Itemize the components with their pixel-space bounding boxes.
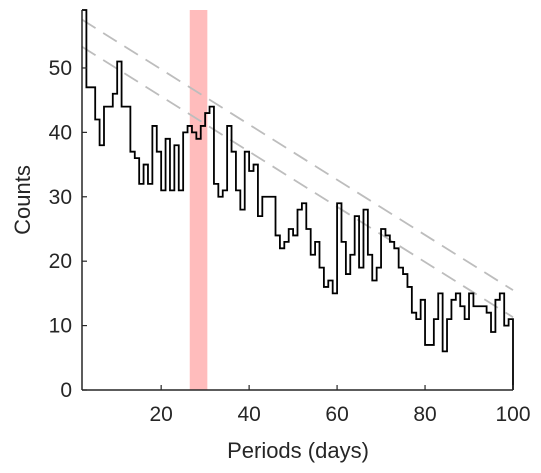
y-tick-label-30: 30	[49, 186, 72, 209]
y-ticks: 0 10 20 30 40 50	[49, 57, 87, 402]
x-tick-label-40: 40	[237, 403, 260, 426]
x-ticks: 20 40 60 80 100	[149, 385, 531, 426]
reference-lines	[81, 18, 514, 318]
x-tick-label-60: 60	[325, 403, 348, 426]
x-axis-label: Periods (days)	[227, 438, 369, 463]
histogram-series	[82, 9, 514, 390]
x-tick-label-20: 20	[149, 403, 172, 426]
highlight-band	[189, 10, 208, 390]
reference-line-1	[81, 18, 514, 291]
x-tick-label-80: 80	[413, 403, 436, 426]
y-tick-label-50: 50	[49, 57, 72, 80]
x-tick-label-100: 100	[495, 403, 530, 426]
y-axis-label: Counts	[10, 165, 35, 235]
reference-line-2	[81, 45, 514, 318]
y-tick-label-40: 40	[49, 121, 72, 144]
y-tick-label-0: 0	[60, 379, 72, 402]
y-tick-label-10: 10	[49, 315, 72, 338]
y-tick-label-20: 20	[49, 250, 72, 273]
